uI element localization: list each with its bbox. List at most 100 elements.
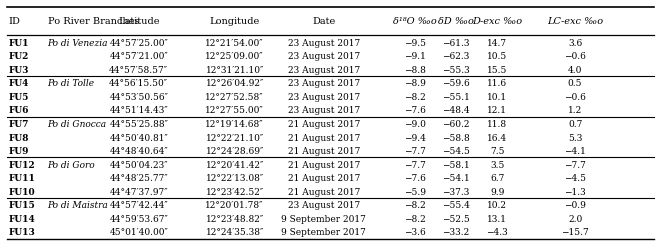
Text: 12°23′42.52″: 12°23′42.52″ bbox=[206, 187, 264, 196]
Text: FU6: FU6 bbox=[9, 106, 29, 115]
Text: −8.9: −8.9 bbox=[404, 79, 426, 88]
Text: 0.7: 0.7 bbox=[568, 120, 582, 128]
Text: 21 August 2017: 21 August 2017 bbox=[288, 133, 360, 142]
Text: −9.4: −9.4 bbox=[404, 133, 426, 142]
Text: −7.6: −7.6 bbox=[404, 106, 426, 115]
Text: 3.5: 3.5 bbox=[490, 160, 504, 169]
Text: 23 August 2017: 23 August 2017 bbox=[288, 79, 360, 88]
Text: −55.3: −55.3 bbox=[442, 66, 470, 74]
Text: 12°24′28.69″: 12°24′28.69″ bbox=[206, 146, 264, 156]
Text: 45°01′40.00″: 45°01′40.00″ bbox=[109, 228, 169, 236]
Text: FU12: FU12 bbox=[9, 160, 35, 169]
Text: −54.1: −54.1 bbox=[442, 174, 470, 182]
Text: 4.0: 4.0 bbox=[568, 66, 582, 74]
Text: FU13: FU13 bbox=[9, 228, 36, 236]
Text: 44°57′25.00″: 44°57′25.00″ bbox=[109, 38, 169, 48]
Text: FU1: FU1 bbox=[9, 38, 29, 48]
Text: −8.8: −8.8 bbox=[404, 66, 426, 74]
Text: −8.2: −8.2 bbox=[405, 200, 426, 209]
Text: 10.2: 10.2 bbox=[487, 200, 507, 209]
Text: −7.6: −7.6 bbox=[404, 174, 426, 182]
Text: 12°22′13.08″: 12°22′13.08″ bbox=[206, 174, 264, 182]
Text: FU15: FU15 bbox=[9, 200, 35, 209]
Text: −48.4: −48.4 bbox=[442, 106, 470, 115]
Text: 44°53′50.56″: 44°53′50.56″ bbox=[109, 92, 169, 102]
Text: 12°31′21.10″: 12°31′21.10″ bbox=[206, 66, 264, 74]
Text: −0.6: −0.6 bbox=[564, 52, 586, 61]
Text: 44°56′15.50″: 44°56′15.50″ bbox=[109, 79, 169, 88]
Text: 23 August 2017: 23 August 2017 bbox=[288, 200, 360, 209]
Text: 21 August 2017: 21 August 2017 bbox=[288, 120, 360, 128]
Text: 15.5: 15.5 bbox=[487, 66, 507, 74]
Text: 12°25′09.00″: 12°25′09.00″ bbox=[206, 52, 264, 61]
Text: Longitude: Longitude bbox=[210, 18, 260, 26]
Text: 23 August 2017: 23 August 2017 bbox=[288, 38, 360, 48]
Text: 3.6: 3.6 bbox=[568, 38, 582, 48]
Text: 44°57′58.57″: 44°57′58.57″ bbox=[109, 66, 169, 74]
Text: 12°23′48.82″: 12°23′48.82″ bbox=[206, 214, 264, 223]
Text: Date: Date bbox=[312, 18, 336, 26]
Text: 14.7: 14.7 bbox=[487, 38, 507, 48]
Text: 2.0: 2.0 bbox=[568, 214, 582, 223]
Text: 13.1: 13.1 bbox=[487, 214, 507, 223]
Text: Latitude: Latitude bbox=[118, 18, 159, 26]
Text: 44°50′40.81″: 44°50′40.81″ bbox=[109, 133, 169, 142]
Text: 23 August 2017: 23 August 2017 bbox=[288, 52, 360, 61]
Text: 44°50′04.23″: 44°50′04.23″ bbox=[110, 160, 168, 169]
Text: −4.5: −4.5 bbox=[564, 174, 586, 182]
Text: LC-exc ‰o: LC-exc ‰o bbox=[547, 18, 603, 26]
Text: −54.5: −54.5 bbox=[442, 146, 470, 156]
Text: 5.3: 5.3 bbox=[568, 133, 582, 142]
Text: ID: ID bbox=[9, 18, 20, 26]
Text: 9.9: 9.9 bbox=[490, 187, 504, 196]
Text: −37.3: −37.3 bbox=[442, 187, 470, 196]
Text: −7.7: −7.7 bbox=[404, 146, 426, 156]
Text: −61.3: −61.3 bbox=[442, 38, 470, 48]
Text: Po di Tolle: Po di Tolle bbox=[48, 79, 95, 88]
Text: 44°55′25.88″: 44°55′25.88″ bbox=[109, 120, 169, 128]
Text: 6.7: 6.7 bbox=[490, 174, 504, 182]
Text: −9.1: −9.1 bbox=[404, 52, 426, 61]
Text: 12°26′04.92″: 12°26′04.92″ bbox=[206, 79, 264, 88]
Text: 44°57′42.44″: 44°57′42.44″ bbox=[110, 200, 168, 209]
Text: FU2: FU2 bbox=[9, 52, 29, 61]
Text: −60.2: −60.2 bbox=[442, 120, 470, 128]
Text: −0.9: −0.9 bbox=[564, 200, 586, 209]
Text: 21 August 2017: 21 August 2017 bbox=[288, 187, 360, 196]
Text: −5.9: −5.9 bbox=[404, 187, 426, 196]
Text: −52.5: −52.5 bbox=[442, 214, 470, 223]
Text: 7.5: 7.5 bbox=[490, 146, 504, 156]
Text: −7.7: −7.7 bbox=[564, 160, 586, 169]
Text: FU8: FU8 bbox=[9, 133, 29, 142]
Text: FU4: FU4 bbox=[9, 79, 29, 88]
Text: 21 August 2017: 21 August 2017 bbox=[288, 160, 360, 169]
Text: 12°21′54.00″: 12°21′54.00″ bbox=[206, 38, 264, 48]
Text: −0.6: −0.6 bbox=[564, 92, 586, 102]
Text: Po di Gnocca: Po di Gnocca bbox=[48, 120, 106, 128]
Text: 12°27′55.00″: 12°27′55.00″ bbox=[206, 106, 264, 115]
Text: 12°24′35.38″: 12°24′35.38″ bbox=[206, 228, 264, 236]
Text: −9.0: −9.0 bbox=[404, 120, 426, 128]
Text: 12°27′52.58″: 12°27′52.58″ bbox=[206, 92, 264, 102]
Text: −3.6: −3.6 bbox=[405, 228, 426, 236]
Text: 10.1: 10.1 bbox=[487, 92, 507, 102]
Text: −4.3: −4.3 bbox=[486, 228, 508, 236]
Text: −55.1: −55.1 bbox=[442, 92, 470, 102]
Text: 12°20′41.42″: 12°20′41.42″ bbox=[206, 160, 264, 169]
Text: 12°20′01.78″: 12°20′01.78″ bbox=[206, 200, 264, 209]
Text: −15.7: −15.7 bbox=[561, 228, 589, 236]
Text: 21 August 2017: 21 August 2017 bbox=[288, 146, 360, 156]
Text: 44°57′21.00″: 44°57′21.00″ bbox=[110, 52, 168, 61]
Text: 23 August 2017: 23 August 2017 bbox=[288, 66, 360, 74]
Text: FU7: FU7 bbox=[9, 120, 29, 128]
Text: Po River Branches: Po River Branches bbox=[48, 18, 139, 26]
Text: FU3: FU3 bbox=[9, 66, 29, 74]
Text: −8.2: −8.2 bbox=[405, 214, 426, 223]
Text: 23 August 2017: 23 August 2017 bbox=[288, 92, 360, 102]
Text: 10.5: 10.5 bbox=[487, 52, 507, 61]
Text: 16.4: 16.4 bbox=[487, 133, 507, 142]
Text: 9 September 2017: 9 September 2017 bbox=[282, 228, 366, 236]
Text: FU10: FU10 bbox=[9, 187, 35, 196]
Text: −9.5: −9.5 bbox=[404, 38, 426, 48]
Text: −58.1: −58.1 bbox=[442, 160, 470, 169]
